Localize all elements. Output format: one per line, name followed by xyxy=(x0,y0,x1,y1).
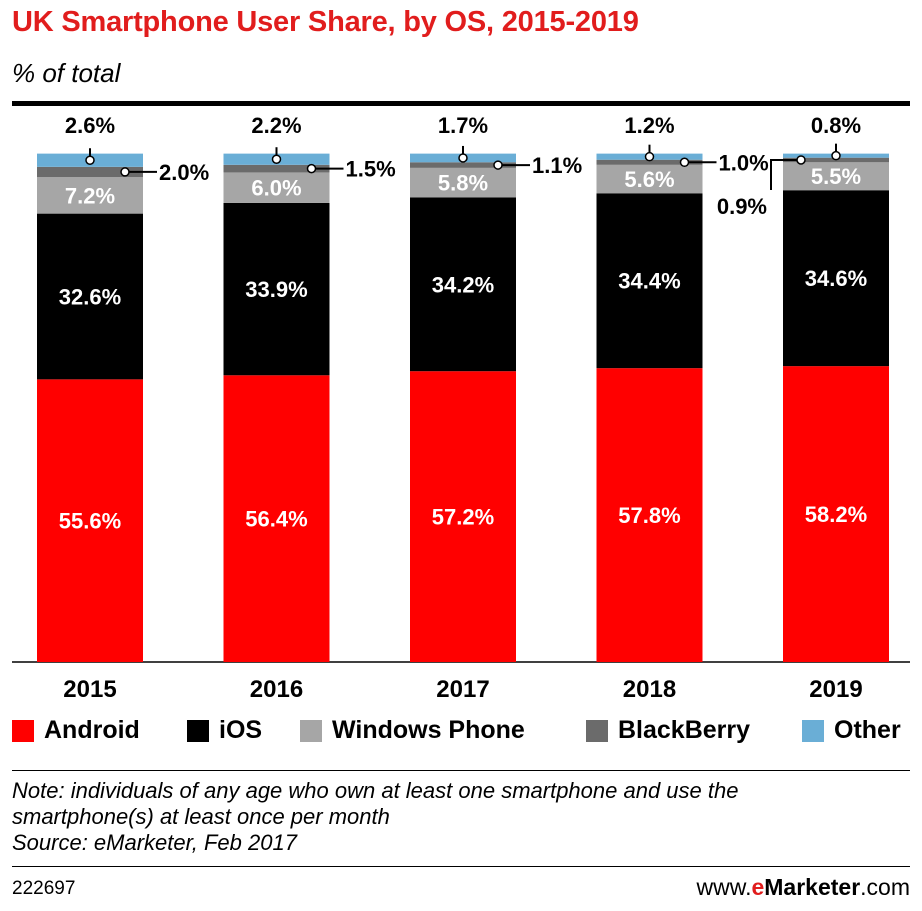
stacked-bar-chart: 55.6% 32.6% 7.2% 2.0% 2.6% 2015 56.4% 33.9% 6.0%… xyxy=(12,113,910,703)
brand-suffix: .com xyxy=(860,874,910,900)
x-tick-label-2018: 2018 xyxy=(623,676,676,703)
data-label-android-2015: 55.6% xyxy=(59,509,121,534)
bar-android-2017 xyxy=(410,371,516,662)
bar-blackberry-2016 xyxy=(223,164,330,173)
callout-dot-other-2018 xyxy=(644,151,655,162)
callout-dot-other-2015 xyxy=(85,155,95,165)
data-label-windows-phone-2018: 5.6% xyxy=(624,167,674,192)
bar-ios-2018 xyxy=(596,193,703,369)
legend-label-blackberry: BlackBerry xyxy=(618,716,751,744)
data-label-ios-2017: 34.2% xyxy=(432,272,494,297)
data-label-android-2017: 57.2% xyxy=(432,505,494,530)
bar-android-2015 xyxy=(37,379,143,662)
bar-windows-phone-2018 xyxy=(596,164,703,194)
note-rule xyxy=(12,770,910,771)
bar-android-2019 xyxy=(783,366,889,662)
callout-dot-blackberry-2017 xyxy=(493,160,503,170)
legend-item-windows-phone: Windows Phone xyxy=(300,716,525,745)
callout-dot-other-2019 xyxy=(831,150,841,161)
legend-item-other: Other xyxy=(802,716,901,745)
footer-rule xyxy=(12,866,910,867)
bar-windows-phone-2016 xyxy=(223,172,330,203)
bar-windows-phone-2019 xyxy=(783,162,889,191)
bar-android-2018 xyxy=(596,368,703,662)
x-tick-label-2016: 2016 xyxy=(250,676,303,703)
note-line-2: smartphone(s) at least once per month xyxy=(12,804,390,829)
source-line: Source: eMarketer, Feb 2017 xyxy=(12,830,297,855)
callout-dot-other-2016 xyxy=(271,154,282,164)
legend-label-other: Other xyxy=(834,716,901,744)
brand-prefix: www. xyxy=(696,874,752,900)
bar-blackberry-2018 xyxy=(596,159,703,165)
legend-swatch-ios xyxy=(187,719,209,742)
chart-title: UK Smartphone User Share, by OS, 2015-20… xyxy=(12,6,639,38)
legend-swatch-android xyxy=(12,719,34,742)
legend-label-ios: iOS xyxy=(219,716,263,744)
top-rule xyxy=(12,101,910,106)
note-line-1: Note: individuals of any age who own at … xyxy=(12,778,739,803)
legend-item-android: Android xyxy=(12,716,140,745)
bar-windows-phone-2017 xyxy=(410,167,516,198)
bar-ios-2015 xyxy=(37,213,143,380)
legend: Android iOS Windows Phone BlackBerry Oth… xyxy=(12,716,910,752)
data-label-other-2018: 1.2% xyxy=(624,113,674,138)
callout-dot-blackberry-2018 xyxy=(679,157,690,168)
data-label-blackberry-2017: 1.1% xyxy=(532,153,582,178)
legend-item-blackberry: BlackBerry xyxy=(586,716,750,745)
data-label-blackberry-2018: 1.0% xyxy=(719,150,769,175)
x-tick-label-2019: 2019 xyxy=(809,676,862,703)
data-label-blackberry-2016: 1.5% xyxy=(346,157,396,182)
data-label-other-2017: 1.7% xyxy=(438,113,488,138)
callout-dot-blackberry-2016 xyxy=(306,163,317,174)
x-tick-label-2015: 2015 xyxy=(63,676,116,703)
callout-dot-other-2017 xyxy=(458,153,468,163)
brand-logo: www.eMarketer.com xyxy=(697,874,910,901)
chart-note: Note: individuals of any age who own at … xyxy=(12,778,907,856)
brand-e: e xyxy=(751,874,765,900)
bar-android-2016 xyxy=(223,375,330,662)
legend-swatch-other xyxy=(802,719,824,742)
bar-blackberry-2017 xyxy=(410,162,516,168)
x-tick-label-2017: 2017 xyxy=(436,676,489,703)
callout-dot-blackberry-2019 xyxy=(796,155,806,165)
data-label-ios-2016: 33.9% xyxy=(245,277,307,302)
data-label-windows-phone-2016: 6.0% xyxy=(251,176,301,201)
bar-ios-2017 xyxy=(410,197,516,372)
data-label-blackberry-2019: 0.9% xyxy=(717,194,767,219)
data-label-ios-2018: 34.4% xyxy=(618,269,680,294)
legend-label-windows-phone: Windows Phone xyxy=(332,716,525,744)
bar-windows-phone-2015 xyxy=(37,177,143,214)
chart-subtitle: % of total xyxy=(12,58,121,88)
data-label-blackberry-2015: 2.0% xyxy=(159,160,209,185)
data-label-windows-phone-2019: 5.5% xyxy=(811,164,861,189)
data-label-ios-2015: 32.6% xyxy=(59,284,121,309)
legend-label-android: Android xyxy=(44,716,140,744)
brand-name: Marketer xyxy=(764,874,861,900)
bar-ios-2016 xyxy=(223,202,330,376)
chart-id: 222697 xyxy=(12,878,76,899)
callout-line-blackberry-2019 xyxy=(770,158,797,190)
legend-item-ios: iOS xyxy=(187,716,262,745)
data-label-android-2018: 57.8% xyxy=(618,503,680,528)
data-label-other-2016: 2.2% xyxy=(251,113,301,138)
data-label-windows-phone-2017: 5.8% xyxy=(438,171,488,196)
data-label-android-2019: 58.2% xyxy=(805,502,867,527)
data-label-windows-phone-2015: 7.2% xyxy=(65,183,115,208)
callout-dot-blackberry-2015 xyxy=(120,167,130,177)
data-label-other-2019: 0.8% xyxy=(811,113,861,138)
bar-ios-2019 xyxy=(783,190,889,367)
bar-blackberry-2015 xyxy=(37,166,143,178)
legend-swatch-windows-phone xyxy=(300,719,322,742)
data-label-ios-2019: 34.6% xyxy=(805,266,867,291)
legend-swatch-blackberry xyxy=(586,719,608,742)
data-label-other-2015: 2.6% xyxy=(65,113,115,138)
data-label-android-2016: 56.4% xyxy=(245,507,307,532)
